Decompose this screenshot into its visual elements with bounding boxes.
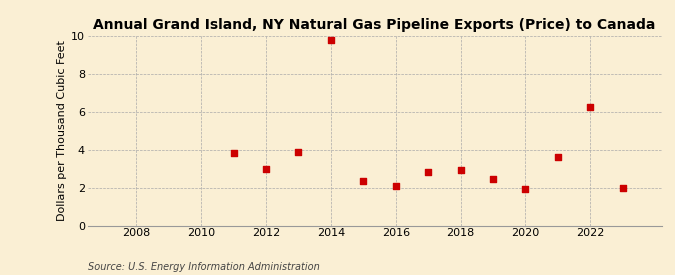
Point bbox=[423, 170, 433, 175]
Text: Source: U.S. Energy Information Administration: Source: U.S. Energy Information Administ… bbox=[88, 262, 319, 272]
Point bbox=[293, 150, 304, 155]
Y-axis label: Dollars per Thousand Cubic Feet: Dollars per Thousand Cubic Feet bbox=[57, 40, 67, 221]
Point bbox=[325, 37, 336, 42]
Point bbox=[390, 183, 401, 188]
Point bbox=[617, 186, 628, 191]
Point bbox=[487, 177, 498, 181]
Point bbox=[261, 166, 271, 171]
Point bbox=[585, 105, 595, 109]
Point bbox=[520, 187, 531, 192]
Point bbox=[455, 167, 466, 172]
Point bbox=[552, 155, 563, 160]
Point bbox=[228, 151, 239, 156]
Title: Annual Grand Island, NY Natural Gas Pipeline Exports (Price) to Canada: Annual Grand Island, NY Natural Gas Pipe… bbox=[93, 18, 656, 32]
Point bbox=[358, 179, 369, 183]
